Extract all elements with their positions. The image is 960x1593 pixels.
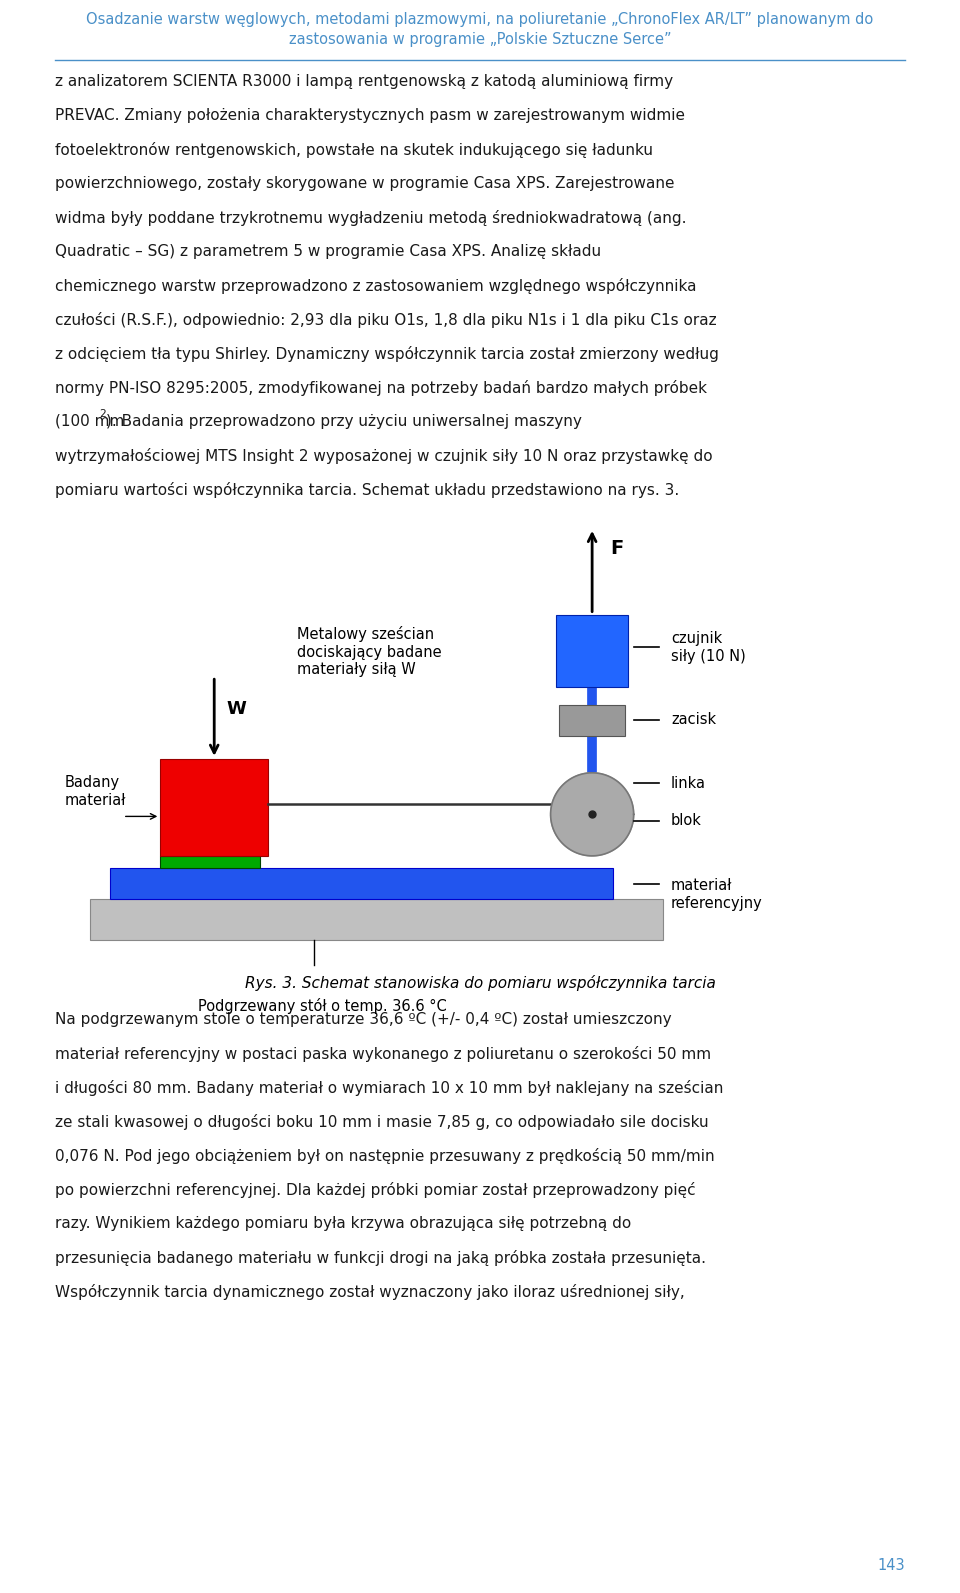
Text: chemicznego warstw przeprowadzono z zastosowaniem względnego współczynnika: chemicznego warstw przeprowadzono z zast…: [55, 279, 696, 295]
Text: Rys. 3. Schemat stanowiska do pomiaru współczynnika tarcia: Rys. 3. Schemat stanowiska do pomiaru ws…: [245, 975, 715, 991]
Text: powierzchniowego, zostały skorygowane w programie Casa XPS. Zarejestrowane: powierzchniowego, zostały skorygowane w …: [55, 175, 674, 191]
Text: ze stali kwasowej o długości boku 10 mm i masie 7,85 g, co odpowiadało sile doci: ze stali kwasowej o długości boku 10 mm …: [55, 1114, 708, 1129]
Text: Badany
materiał: Badany materiał: [64, 776, 126, 808]
Bar: [110, 868, 612, 898]
Text: zastosowania w programie „Polskie Sztuczne Serce”: zastosowania w programie „Polskie Sztucz…: [289, 32, 671, 48]
Text: z analizatorem SCIENTA R3000 i lampą rentgenowską z katodą aluminiową firmy: z analizatorem SCIENTA R3000 i lampą ren…: [55, 73, 673, 89]
Bar: [160, 855, 260, 868]
Polygon shape: [551, 773, 634, 855]
Text: 2: 2: [99, 409, 106, 419]
Text: i długości 80 mm. Badany materiał o wymiarach 10 x 10 mm był naklejany na sześci: i długości 80 mm. Badany materiał o wymi…: [55, 1080, 723, 1096]
Text: (100 mm: (100 mm: [55, 414, 124, 429]
Text: Na podgrzewanym stole o temperaturze 36,6 ºC (+/- 0,4 ºC) został umieszczony: Na podgrzewanym stole o temperaturze 36,…: [55, 1012, 671, 1027]
Text: ). Badania przeprowadzono przy użyciu uniwersalnej maszyny: ). Badania przeprowadzono przy użyciu un…: [106, 414, 582, 429]
Text: widma były poddane trzykrotnemu wygładzeniu metodą średniokwadratową (ang.: widma były poddane trzykrotnemu wygładze…: [55, 210, 686, 226]
Bar: [559, 706, 625, 736]
Text: fotoelektronów rentgenowskich, powstałe na skutek indukującego się ładunku: fotoelektronów rentgenowskich, powstałe …: [55, 142, 653, 158]
Text: linka: linka: [671, 776, 706, 792]
Text: blok: blok: [671, 812, 702, 828]
Text: 143: 143: [877, 1558, 905, 1572]
Text: materiał referencyjny w postaci paska wykonanego z poliuretanu o szerokości 50 m: materiał referencyjny w postaci paska wy…: [55, 1047, 710, 1063]
Bar: [89, 898, 662, 940]
Text: zacisk: zacisk: [671, 712, 716, 726]
Text: Quadratic – SG) z parametrem 5 w programie Casa XPS. Analizę składu: Quadratic – SG) z parametrem 5 w program…: [55, 244, 601, 260]
Text: przesunięcia badanego materiału w funkcji drogi na jaką próbka została przesunię: przesunięcia badanego materiału w funkcj…: [55, 1251, 706, 1266]
Text: F: F: [611, 538, 623, 558]
Text: czułości (R.S.F.), odpowiednio: 2,93 dla piku O1s, 1,8 dla piku N1s i 1 dla piku: czułości (R.S.F.), odpowiednio: 2,93 dla…: [55, 312, 716, 328]
Text: Podgrzewany stół o temp. 36.6 °C: Podgrzewany stół o temp. 36.6 °C: [198, 997, 446, 1013]
Text: normy PN-ISO 8295:2005, zmodyfikowanej na potrzeby badań bardzo małych próbek: normy PN-ISO 8295:2005, zmodyfikowanej n…: [55, 381, 707, 397]
Text: 0,076 N. Pod jego obciążeniem był on następnie przesuwany z prędkością 50 mm/min: 0,076 N. Pod jego obciążeniem był on nas…: [55, 1149, 714, 1164]
Text: czujnik
siły (10 N): czujnik siły (10 N): [671, 631, 746, 664]
Text: razy. Wynikiem każdego pomiaru była krzywa obrazująca siłę potrzebną do: razy. Wynikiem każdego pomiaru była krzy…: [55, 1215, 631, 1231]
Text: W: W: [227, 701, 246, 718]
Bar: [557, 615, 628, 687]
Text: z odcięciem tła typu Shirley. Dynamiczny współczynnik tarcia został zmierzony we: z odcięciem tła typu Shirley. Dynamiczny…: [55, 346, 719, 362]
Text: Metalowy sześcian
dociskający badane
materiały siłą W: Metalowy sześcian dociskający badane mat…: [298, 626, 442, 677]
Text: materiał
referencyjny: materiał referencyjny: [671, 878, 763, 911]
Text: Współczynnik tarcia dynamicznego został wyznaczony jako iloraz uśrednionej siły,: Współczynnik tarcia dynamicznego został …: [55, 1284, 684, 1300]
Text: Osadzanie warstw węglowych, metodami plazmowymi, na poliuretanie „ChronoFlex AR/: Osadzanie warstw węglowych, metodami pla…: [86, 13, 874, 27]
Text: wytrzymałościowej MTS Insight 2 wyposażonej w czujnik siły 10 N oraz przystawkę : wytrzymałościowej MTS Insight 2 wyposażo…: [55, 448, 712, 464]
Text: pomiaru wartości współczynnika tarcia. Schemat układu przedstawiono na rys. 3.: pomiaru wartości współczynnika tarcia. S…: [55, 483, 679, 499]
Bar: [160, 758, 268, 855]
Text: PREVAC. Zmiany położenia charakterystycznych pasm w zarejestrowanym widmie: PREVAC. Zmiany położenia charakterystycz…: [55, 108, 684, 123]
Text: po powierzchni referencyjnej. Dla każdej próbki pomiar został przeprowadzony pię: po powierzchni referencyjnej. Dla każdej…: [55, 1182, 695, 1198]
